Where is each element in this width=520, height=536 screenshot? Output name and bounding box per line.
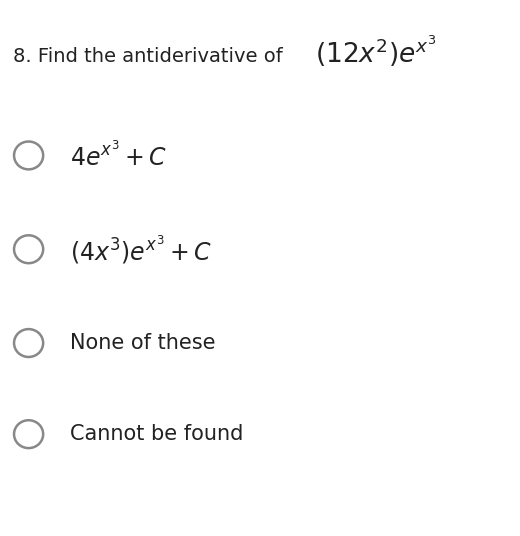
Text: 8. Find the antiderivative of: 8. Find the antiderivative of xyxy=(13,47,289,66)
Text: Cannot be found: Cannot be found xyxy=(70,424,243,444)
Text: None of these: None of these xyxy=(70,333,216,353)
Text: $(12x^{2})e^{x^{3}}$: $(12x^{2})e^{x^{3}}$ xyxy=(315,33,436,69)
Text: $4e^{x^{3}}+C$: $4e^{x^{3}}+C$ xyxy=(70,140,167,170)
Text: $(4x^{3})e^{x^{3}}+C$: $(4x^{3})e^{x^{3}}+C$ xyxy=(70,233,212,266)
